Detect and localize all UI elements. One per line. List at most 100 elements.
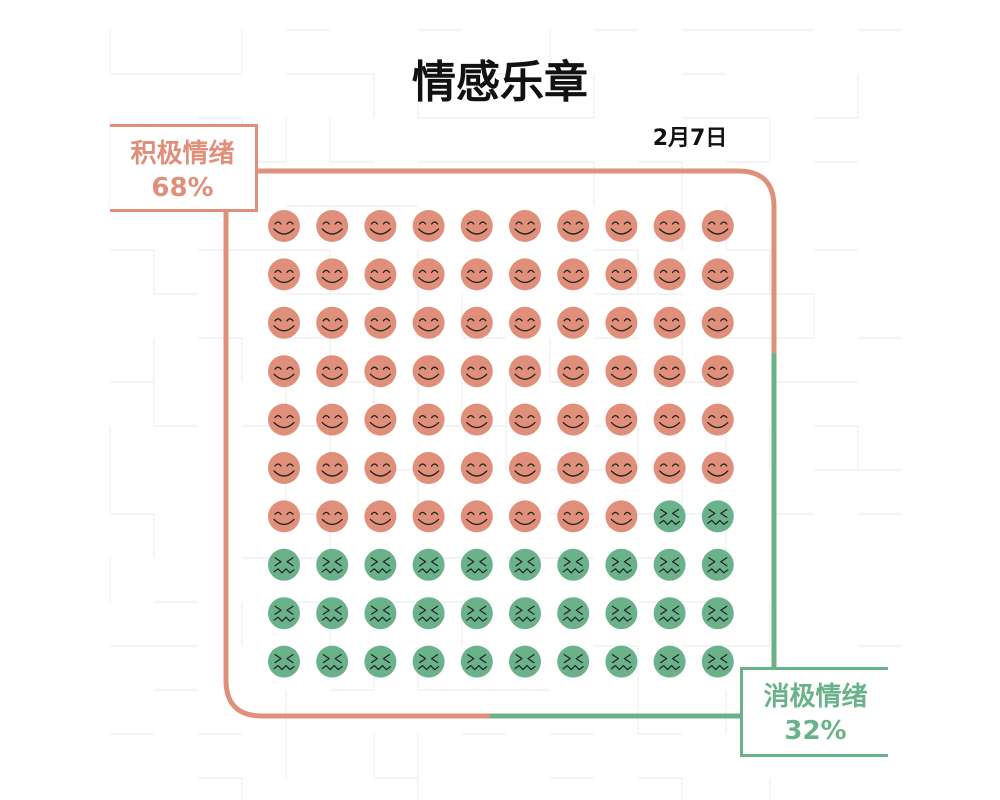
nauseated-face-icon — [364, 597, 397, 630]
smiling-face-icon — [557, 452, 590, 484]
smiling-face-icon — [364, 306, 397, 339]
smiling-face-icon — [316, 210, 349, 242]
smiling-face-icon — [509, 306, 541, 339]
smiling-face-icon — [412, 210, 445, 242]
positive-label-name: 积极情绪 — [130, 139, 235, 169]
smiling-face-icon — [509, 452, 541, 484]
smiling-face-icon — [460, 452, 493, 484]
nauseated-face-icon — [509, 548, 541, 581]
smiling-face-icon — [557, 500, 590, 533]
nauseated-face-icon — [605, 597, 638, 630]
positive-label-box: 积极情绪 68% — [110, 124, 258, 212]
nauseated-face-icon — [412, 548, 445, 581]
smiling-face-icon — [653, 452, 686, 484]
smiling-face-icon — [412, 500, 445, 533]
nauseated-face-icon — [701, 548, 734, 581]
smiling-face-icon — [316, 258, 349, 291]
smiling-face-icon — [316, 403, 349, 436]
smiling-face-icon — [509, 258, 541, 291]
nauseated-face-icon — [701, 645, 734, 678]
chart-date: 2月7日 — [652, 126, 728, 151]
nauseated-face-icon — [364, 645, 397, 678]
nauseated-face-icon — [605, 548, 638, 581]
smiling-face-icon — [653, 306, 686, 339]
smiling-face-icon — [701, 210, 734, 242]
smiling-face-icon — [557, 403, 590, 436]
smiling-face-icon — [509, 355, 541, 388]
nauseated-face-icon — [412, 597, 445, 630]
smiling-face-icon — [364, 452, 397, 484]
smiling-face-icon — [509, 403, 541, 436]
smiling-face-icon — [605, 258, 638, 291]
smiling-face-icon — [557, 306, 590, 339]
smiling-face-icon — [605, 210, 638, 242]
smiling-face-icon — [653, 258, 686, 291]
smiling-face-icon — [701, 306, 734, 339]
smiling-face-icon — [701, 452, 734, 484]
nauseated-face-icon — [509, 645, 541, 678]
smiling-face-icon — [605, 452, 638, 484]
smiling-face-icon — [268, 500, 300, 533]
smiling-face-icon — [653, 210, 686, 242]
nauseated-face-icon — [557, 645, 590, 678]
nauseated-face-icon — [509, 597, 541, 630]
smiling-face-icon — [268, 306, 300, 339]
negative-label-box: 消极情绪 32% — [740, 667, 888, 757]
smiling-face-icon — [509, 210, 541, 242]
smiling-face-icon — [268, 210, 300, 242]
nauseated-face-icon — [605, 645, 638, 678]
smiling-face-icon — [460, 210, 493, 242]
smiling-face-icon — [364, 210, 397, 242]
smiling-face-icon — [268, 403, 300, 436]
nauseated-face-icon — [460, 548, 493, 581]
smiling-face-icon — [412, 403, 445, 436]
nauseated-face-icon — [268, 645, 300, 678]
nauseated-face-icon — [316, 597, 349, 630]
smiling-face-icon — [364, 403, 397, 436]
smiling-face-icon — [460, 258, 493, 291]
smiling-face-icon — [412, 306, 445, 339]
smiling-face-icon — [557, 355, 590, 388]
smiling-face-icon — [460, 500, 493, 533]
smiling-face-icon — [557, 210, 590, 242]
smiling-face-icon — [460, 403, 493, 436]
positive-label-value: 68% — [151, 173, 214, 203]
smiling-face-icon — [316, 452, 349, 484]
smiling-face-icon — [364, 355, 397, 388]
negative-label-name: 消极情绪 — [763, 682, 868, 712]
nauseated-face-icon — [412, 645, 445, 678]
nauseated-face-icon — [557, 597, 590, 630]
smiling-face-icon — [268, 452, 300, 484]
smiling-face-icon — [460, 355, 493, 388]
smiling-face-icon — [412, 258, 445, 291]
smiling-face-icon — [316, 500, 349, 533]
nauseated-face-icon — [653, 548, 686, 581]
smiling-face-icon — [364, 258, 397, 291]
nauseated-face-icon — [268, 597, 300, 630]
smiling-face-icon — [268, 355, 300, 388]
nauseated-face-icon — [653, 645, 686, 678]
nauseated-face-icon — [653, 597, 686, 630]
smiling-face-icon — [364, 500, 397, 533]
nauseated-face-icon — [701, 500, 734, 533]
smiling-face-icon — [509, 500, 541, 533]
smiling-face-icon — [653, 355, 686, 388]
smiling-face-icon — [605, 500, 638, 533]
smiling-face-icon — [701, 403, 734, 436]
smiling-face-icon — [605, 355, 638, 388]
negative-label-value: 32% — [784, 716, 847, 746]
nauseated-face-icon — [460, 597, 493, 630]
smiling-face-icon — [605, 306, 638, 339]
smiling-face-icon — [460, 306, 493, 339]
smiling-face-icon — [701, 258, 734, 291]
nauseated-face-icon — [701, 597, 734, 630]
smiling-face-icon — [605, 403, 638, 436]
smiling-face-icon — [653, 403, 686, 436]
nauseated-face-icon — [557, 548, 590, 581]
chart-title: 情感乐章 — [412, 57, 588, 108]
smiling-face-icon — [268, 258, 300, 291]
nauseated-face-icon — [460, 645, 493, 678]
nauseated-face-icon — [268, 548, 300, 581]
smiling-face-icon — [701, 355, 734, 388]
